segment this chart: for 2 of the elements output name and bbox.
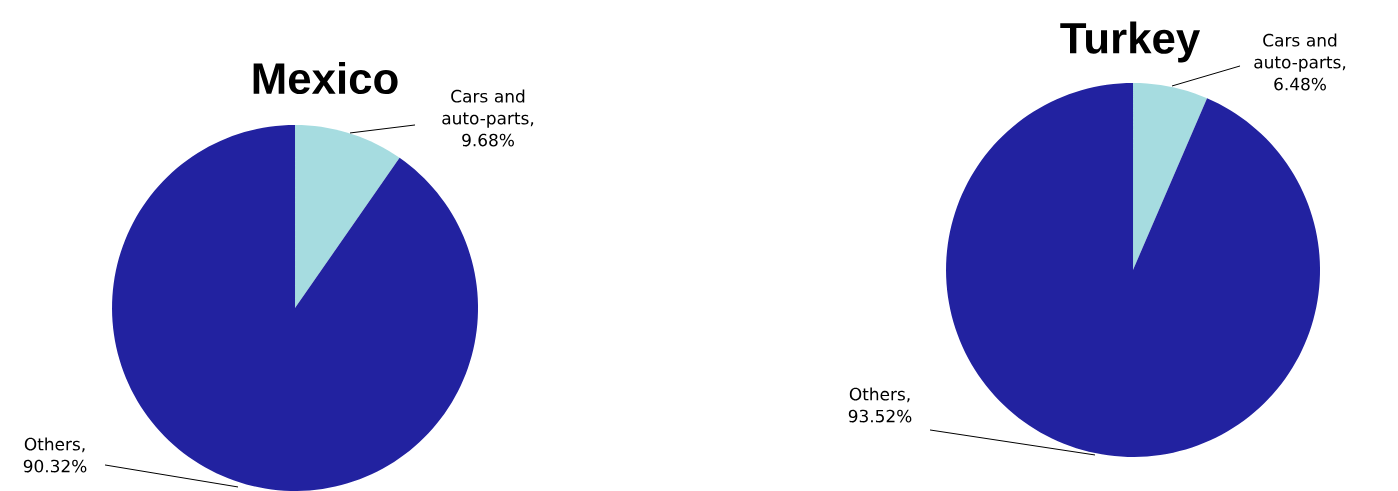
chart-title: Turkey — [1060, 21, 1201, 63]
chart-title: Mexico — [253, 61, 398, 95]
